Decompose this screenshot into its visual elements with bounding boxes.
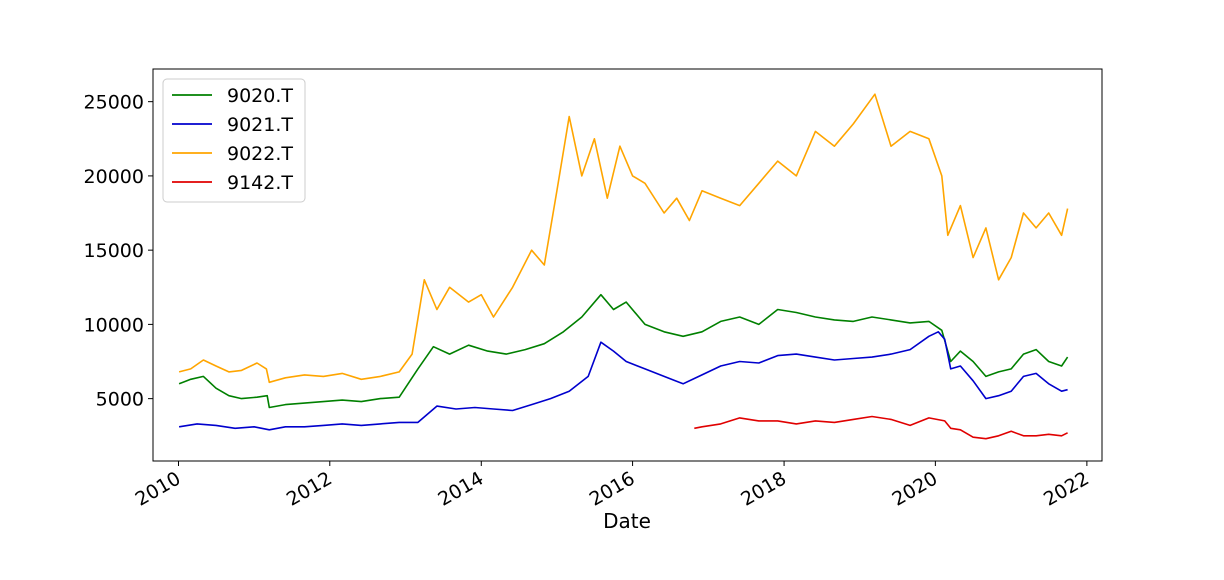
x-tick-label: 2018 — [737, 467, 790, 510]
series-line-3 — [694, 415, 1068, 440]
series-layer — [178, 93, 1069, 440]
x-tick-label: 2016 — [586, 467, 639, 510]
y-tick-label: 15000 — [84, 240, 144, 262]
y-tick-label: 20000 — [84, 166, 144, 188]
legend: 9020.T 9021.T 9022.T 9142.T — [162, 78, 306, 203]
series-line-1 — [178, 330, 1068, 431]
x-tick-label: 2010 — [132, 467, 185, 510]
legend-label: 9020.T — [227, 85, 293, 107]
x-axis-label: Date — [603, 509, 651, 533]
y-axis: 5000 10000 15000 20000 25000 — [84, 92, 153, 411]
x-tick-label: 2014 — [434, 467, 487, 510]
x-tick-label: 2012 — [283, 467, 336, 510]
legend-label: 9021.T — [227, 114, 293, 136]
legend-label: 9022.T — [227, 143, 293, 165]
y-tick-label: 5000 — [96, 389, 144, 411]
x-axis: 2010 2012 2014 2016 2018 2020 2022 — [132, 461, 1093, 511]
y-tick-label: 25000 — [84, 92, 144, 114]
series-line-0 — [178, 293, 1069, 409]
y-tick-label: 10000 — [84, 314, 144, 336]
x-tick-label: 2022 — [1040, 467, 1093, 510]
plot-frame — [152, 68, 1103, 462]
legend-label: 9142.T — [227, 172, 293, 194]
x-tick-label: 2020 — [889, 467, 942, 510]
series-line-2 — [178, 93, 1069, 384]
legend-box — [162, 78, 306, 203]
